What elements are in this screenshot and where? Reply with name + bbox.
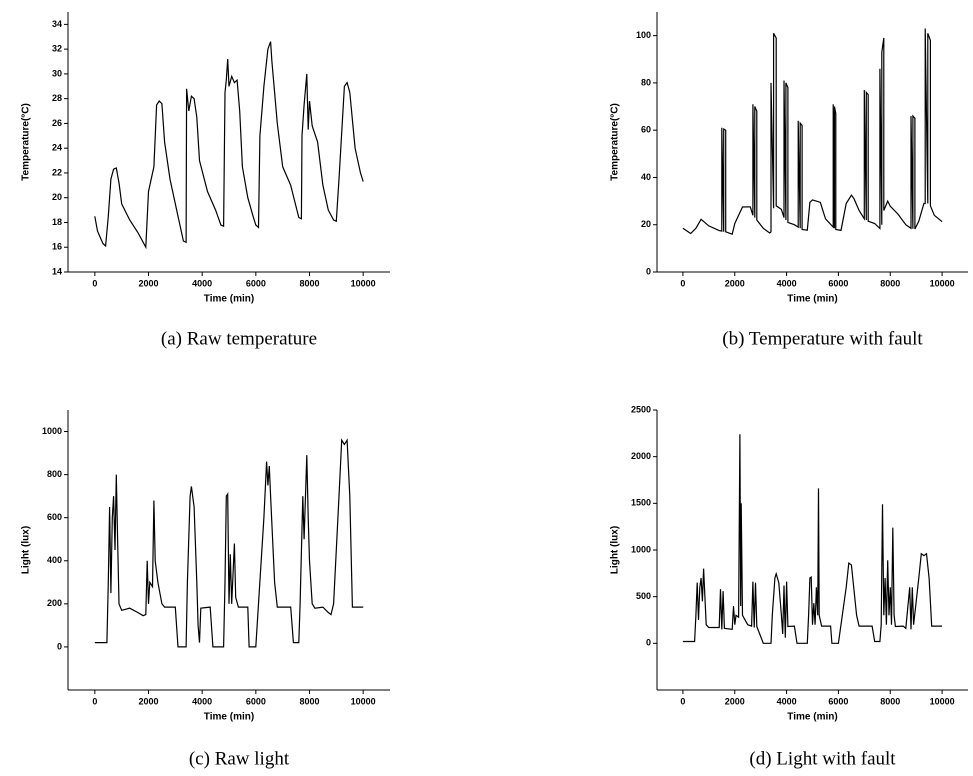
y-tick-label: 800 bbox=[47, 469, 62, 479]
x-tick-label: 0 bbox=[680, 278, 685, 288]
x-tick-label: 4000 bbox=[777, 278, 797, 288]
x-axis-label: Time (min) bbox=[204, 294, 254, 305]
y-tick-label: 40 bbox=[641, 172, 651, 182]
x-tick-label: 8000 bbox=[299, 696, 319, 706]
y-tick-label: 600 bbox=[47, 512, 62, 522]
y-axis-label: Light (lux) bbox=[21, 526, 32, 574]
data-line bbox=[94, 41, 364, 250]
x-tick-label: 4000 bbox=[192, 696, 212, 706]
y-tick-label: 2000 bbox=[631, 451, 651, 461]
y-axis-label: Light (lux) bbox=[610, 526, 621, 574]
y-tick-label: 32 bbox=[52, 44, 62, 54]
x-tick-label: 10000 bbox=[930, 696, 955, 706]
y-tick-label: 200 bbox=[47, 598, 62, 608]
y-tick-label: 14 bbox=[52, 266, 62, 276]
y-tick-label: 22 bbox=[52, 167, 62, 177]
caption: (a) Raw temperature bbox=[161, 328, 317, 349]
x-tick-label: 8000 bbox=[880, 696, 900, 706]
y-axis-label: Temperature(°C) bbox=[21, 103, 32, 181]
x-tick-label: 10000 bbox=[351, 696, 376, 706]
y-tick-label: 34 bbox=[52, 19, 62, 29]
x-axis-label: Time (min) bbox=[787, 712, 837, 723]
x-tick-label: 8000 bbox=[299, 278, 319, 288]
x-tick-label: 10000 bbox=[930, 278, 955, 288]
x-axis-label: Time (min) bbox=[204, 712, 254, 723]
x-tick-label: 4000 bbox=[192, 278, 212, 288]
caption: (c) Raw light bbox=[189, 748, 290, 769]
x-tick-label: 4000 bbox=[777, 696, 797, 706]
x-axis-label: Time (min) bbox=[787, 294, 837, 305]
y-tick-label: 80 bbox=[641, 77, 651, 87]
x-tick-label: 10000 bbox=[351, 278, 376, 288]
y-tick-label: 16 bbox=[52, 242, 62, 252]
y-tick-label: 2500 bbox=[631, 404, 651, 414]
y-tick-label: 18 bbox=[52, 217, 62, 227]
y-tick-label: 1500 bbox=[631, 498, 651, 508]
caption: (b) Temperature with fault bbox=[722, 328, 923, 349]
x-tick-label: 6000 bbox=[828, 696, 848, 706]
y-tick-label: 0 bbox=[646, 266, 651, 276]
y-tick-label: 20 bbox=[52, 192, 62, 202]
x-tick-label: 0 bbox=[92, 278, 97, 288]
x-tick-label: 0 bbox=[680, 696, 685, 706]
y-tick-label: 60 bbox=[641, 125, 651, 135]
data-line bbox=[94, 438, 364, 648]
y-tick-label: 400 bbox=[47, 555, 62, 565]
y-tick-label: 28 bbox=[52, 93, 62, 103]
y-tick-label: 500 bbox=[636, 591, 651, 601]
data-line bbox=[682, 434, 943, 644]
y-tick-label: 0 bbox=[646, 638, 651, 648]
x-tick-label: 6000 bbox=[828, 278, 848, 288]
y-tick-label: 20 bbox=[641, 219, 651, 229]
y-axis-label: Temperature(°C) bbox=[610, 103, 621, 181]
x-tick-label: 0 bbox=[92, 696, 97, 706]
caption: (d) Light with fault bbox=[749, 748, 896, 769]
y-tick-label: 26 bbox=[52, 118, 62, 128]
y-tick-label: 100 bbox=[636, 30, 651, 40]
y-tick-label: 1000 bbox=[42, 426, 62, 436]
data-line bbox=[682, 28, 943, 235]
y-tick-label: 1000 bbox=[631, 544, 651, 554]
y-tick-label: 30 bbox=[52, 68, 62, 78]
x-tick-label: 2000 bbox=[138, 696, 158, 706]
x-tick-label: 2000 bbox=[725, 278, 745, 288]
x-tick-label: 2000 bbox=[725, 696, 745, 706]
x-tick-label: 6000 bbox=[246, 696, 266, 706]
x-tick-label: 2000 bbox=[138, 278, 158, 288]
y-tick-label: 0 bbox=[57, 641, 62, 651]
x-tick-label: 8000 bbox=[880, 278, 900, 288]
y-tick-label: 24 bbox=[52, 143, 62, 153]
x-tick-label: 6000 bbox=[246, 278, 266, 288]
